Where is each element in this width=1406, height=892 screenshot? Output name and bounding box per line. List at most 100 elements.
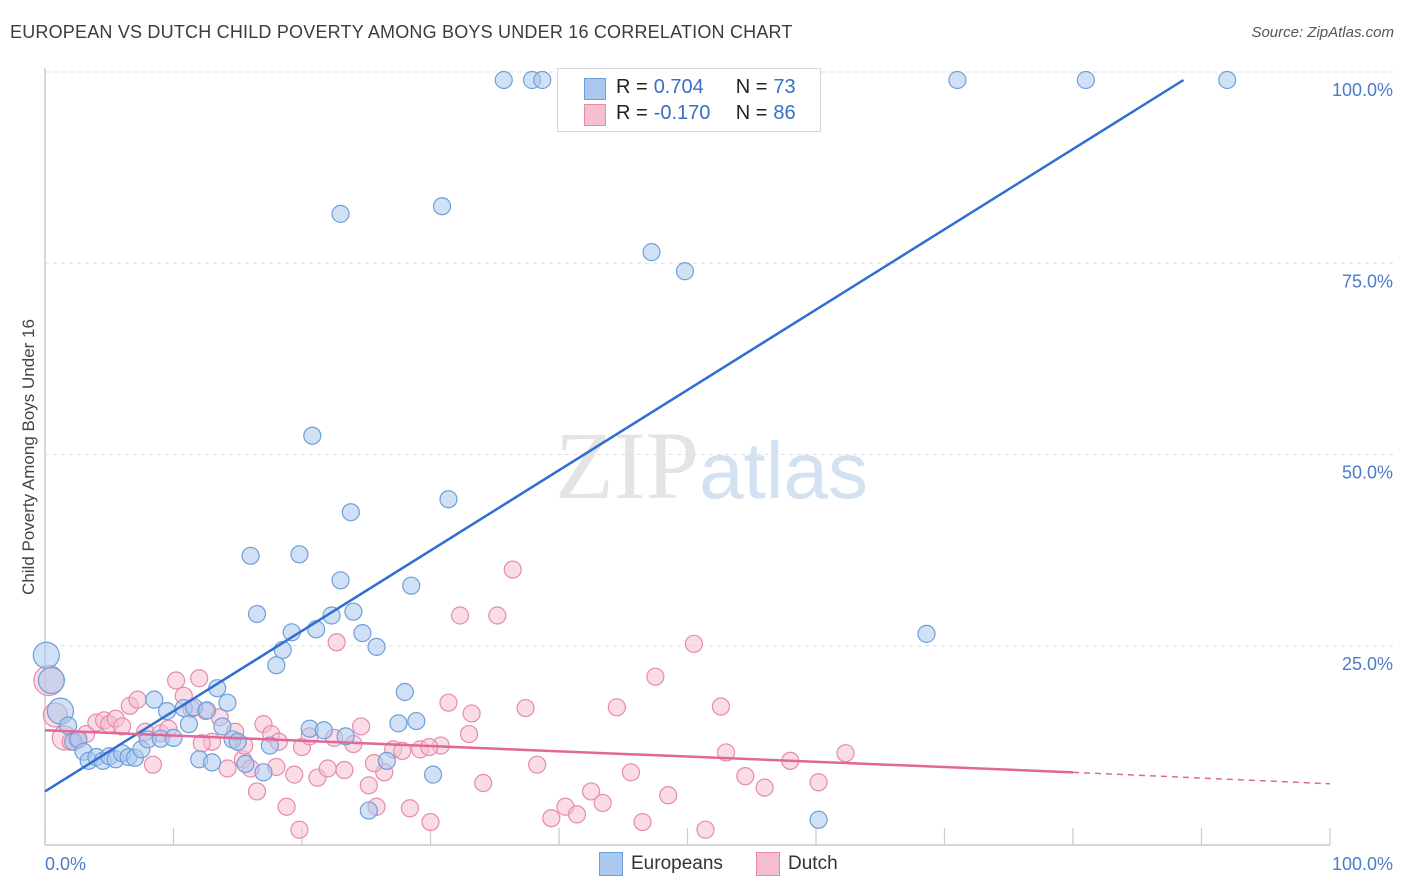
european-point: [164, 728, 183, 748]
dutch-trend-line: [44, 729, 1074, 774]
european-point: [236, 754, 255, 774]
european-point: [336, 727, 355, 746]
dutch-point: [503, 560, 522, 579]
dutch-point: [143, 755, 163, 774]
european-point: [197, 701, 217, 720]
europeans-trend-line: [44, 78, 1185, 793]
dutch-point: [400, 799, 420, 818]
y-tick-label: 100.0%: [1332, 80, 1393, 100]
dutch-point: [277, 797, 296, 816]
european-point: [37, 666, 66, 695]
european-point: [314, 721, 333, 740]
y-axis-label: Child Poverty Among Boys Under 16: [19, 319, 38, 595]
europeans-stats: R = 0.704 N = 73: [616, 74, 796, 100]
european-point: [439, 490, 458, 509]
dutch-point: [633, 812, 652, 832]
dutch-point: [474, 773, 493, 793]
european-point: [303, 426, 322, 445]
dutch-point: [684, 634, 704, 653]
dutch-point: [128, 690, 147, 709]
dutch-point: [836, 744, 855, 763]
european-point: [145, 690, 164, 709]
dutch-point: [646, 667, 665, 686]
legend-item-europeans: Europeans: [599, 852, 723, 876]
european-point: [218, 693, 237, 712]
european-point: [494, 70, 513, 90]
european-point: [331, 204, 350, 223]
dutch-point: [247, 782, 267, 801]
dutch-trend-extension: [1072, 771, 1331, 785]
european-point: [247, 604, 267, 624]
europeans-legend-swatch: [599, 852, 623, 876]
european-point: [353, 623, 372, 643]
european-point: [1218, 70, 1237, 90]
european-point: [32, 641, 60, 669]
dutch-swatch: [584, 104, 606, 126]
source-label: Source: ZipAtlas.com: [1251, 24, 1394, 41]
european-point: [389, 714, 408, 733]
dutch-point: [488, 606, 507, 625]
european-point: [341, 503, 360, 522]
dutch-point: [335, 760, 354, 780]
european-points: [32, 70, 1237, 829]
european-point: [290, 545, 309, 564]
european-point: [377, 751, 396, 770]
dutch-point: [327, 633, 346, 652]
dutch-point: [285, 765, 304, 784]
european-point: [359, 801, 378, 820]
dutch-legend-label: Dutch: [788, 853, 838, 874]
european-point: [344, 602, 363, 621]
dutch-point: [659, 786, 678, 805]
dutch-point: [462, 704, 481, 723]
watermark-atlas: atlas: [699, 426, 868, 515]
european-point: [267, 656, 286, 675]
european-point: [917, 624, 936, 643]
european-point: [322, 606, 341, 625]
european-point: [367, 637, 386, 656]
european-point: [642, 243, 661, 262]
dutch-point: [582, 782, 601, 801]
trend-lines: [44, 78, 1331, 793]
dutch-n-value: 86: [773, 101, 796, 124]
dutch-point: [439, 693, 458, 712]
european-point: [260, 736, 279, 755]
dutch-point: [755, 778, 774, 797]
dutch-point: [352, 717, 371, 736]
chart-title: EUROPEAN VS DUTCH CHILD POVERTY AMONG BO…: [10, 22, 793, 42]
european-point: [228, 732, 247, 751]
dutch-point: [112, 717, 132, 736]
dutch-point: [166, 671, 186, 690]
correlation-legend: R = 0.704 N = 73 R = -0.170 N = 86: [557, 68, 821, 132]
watermark-zip: ZIP: [555, 412, 699, 519]
european-point: [395, 682, 414, 702]
dutch-point: [318, 759, 337, 778]
dutch-point: [716, 743, 736, 762]
dutch-point: [290, 820, 309, 839]
dutch-point: [359, 776, 378, 795]
dutch-point: [621, 763, 641, 782]
european-point: [331, 571, 350, 590]
dutch-point: [218, 759, 237, 778]
european-point: [948, 70, 967, 90]
dutch-point: [607, 698, 626, 717]
dutch-point: [421, 812, 440, 832]
dutch-stats: R = -0.170 N = 86: [616, 100, 796, 126]
y-tick-label: 75.0%: [1342, 271, 1393, 291]
europeans-r-value: 0.704: [653, 75, 704, 98]
european-point: [809, 810, 828, 829]
dutch-point: [516, 698, 535, 718]
dutch-r-value: -0.170: [653, 101, 711, 124]
european-point: [402, 576, 421, 595]
x-tick-label-end: 100.0%: [1332, 854, 1393, 874]
european-point: [241, 546, 260, 565]
y-tick-label: 50.0%: [1342, 463, 1393, 483]
dutch-n-label: N =: [735, 101, 768, 124]
dutch-point: [711, 697, 731, 716]
dutch-point: [542, 809, 561, 828]
european-point: [179, 715, 199, 734]
europeans-r-label: R =: [616, 75, 648, 98]
europeans-n-value: 73: [773, 75, 796, 98]
european-point: [1076, 70, 1095, 90]
european-point: [533, 70, 552, 90]
european-point: [202, 753, 222, 772]
